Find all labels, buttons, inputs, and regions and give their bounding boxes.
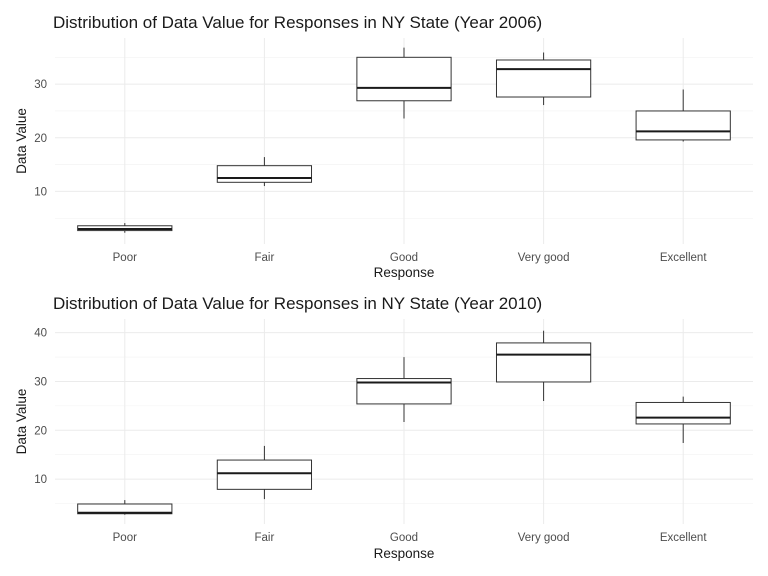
y-tick-label: 40 bbox=[34, 328, 47, 340]
box-fair bbox=[216, 445, 313, 500]
box-iqr bbox=[216, 459, 313, 490]
x-tick-label: Very good bbox=[518, 532, 570, 544]
panel-2: Distribution of Data Value for Responses… bbox=[14, 294, 753, 561]
x-axis-title: Response bbox=[374, 265, 435, 280]
x-tick-label: Fair bbox=[254, 532, 274, 544]
box-fair bbox=[216, 157, 313, 187]
y-tick-label: 20 bbox=[34, 425, 47, 437]
x-axis-title: Response bbox=[374, 546, 435, 561]
x-tick-label: Fair bbox=[254, 252, 274, 264]
box-iqr bbox=[356, 56, 452, 102]
box-poor bbox=[77, 500, 173, 515]
x-tick-label: Poor bbox=[113, 252, 137, 264]
y-axis-title: Data Value bbox=[14, 108, 29, 174]
x-tick-label: Excellent bbox=[660, 532, 707, 544]
x-tick-label: Good bbox=[390, 532, 418, 544]
y-axis-title: Data Value bbox=[14, 389, 29, 455]
x-tick-label: Good bbox=[390, 252, 418, 264]
box-excellent bbox=[635, 89, 731, 142]
chart-title: Distribution of Data Value for Responses… bbox=[53, 294, 542, 313]
box-very-good bbox=[495, 330, 592, 401]
box-poor bbox=[77, 223, 173, 233]
box-iqr bbox=[495, 59, 592, 98]
box-iqr bbox=[495, 342, 592, 383]
box-iqr bbox=[216, 165, 313, 183]
chart-title: Distribution of Data Value for Responses… bbox=[53, 13, 542, 32]
box-iqr bbox=[635, 401, 731, 425]
box-iqr bbox=[635, 110, 731, 141]
y-tick-label: 30 bbox=[34, 376, 47, 388]
y-tick-label: 10 bbox=[34, 474, 47, 486]
panel-1: Distribution of Data Value for Responses… bbox=[14, 13, 753, 280]
y-tick-label: 30 bbox=[34, 79, 47, 91]
x-tick-label: Excellent bbox=[660, 252, 707, 264]
box-good bbox=[356, 357, 452, 422]
box-excellent bbox=[635, 396, 731, 443]
y-tick-label: 20 bbox=[34, 133, 47, 145]
y-tick-label: 10 bbox=[34, 186, 47, 198]
x-tick-label: Poor bbox=[113, 532, 137, 544]
x-tick-label: Very good bbox=[518, 252, 570, 264]
box-good bbox=[356, 47, 452, 119]
box-very-good bbox=[495, 52, 592, 106]
